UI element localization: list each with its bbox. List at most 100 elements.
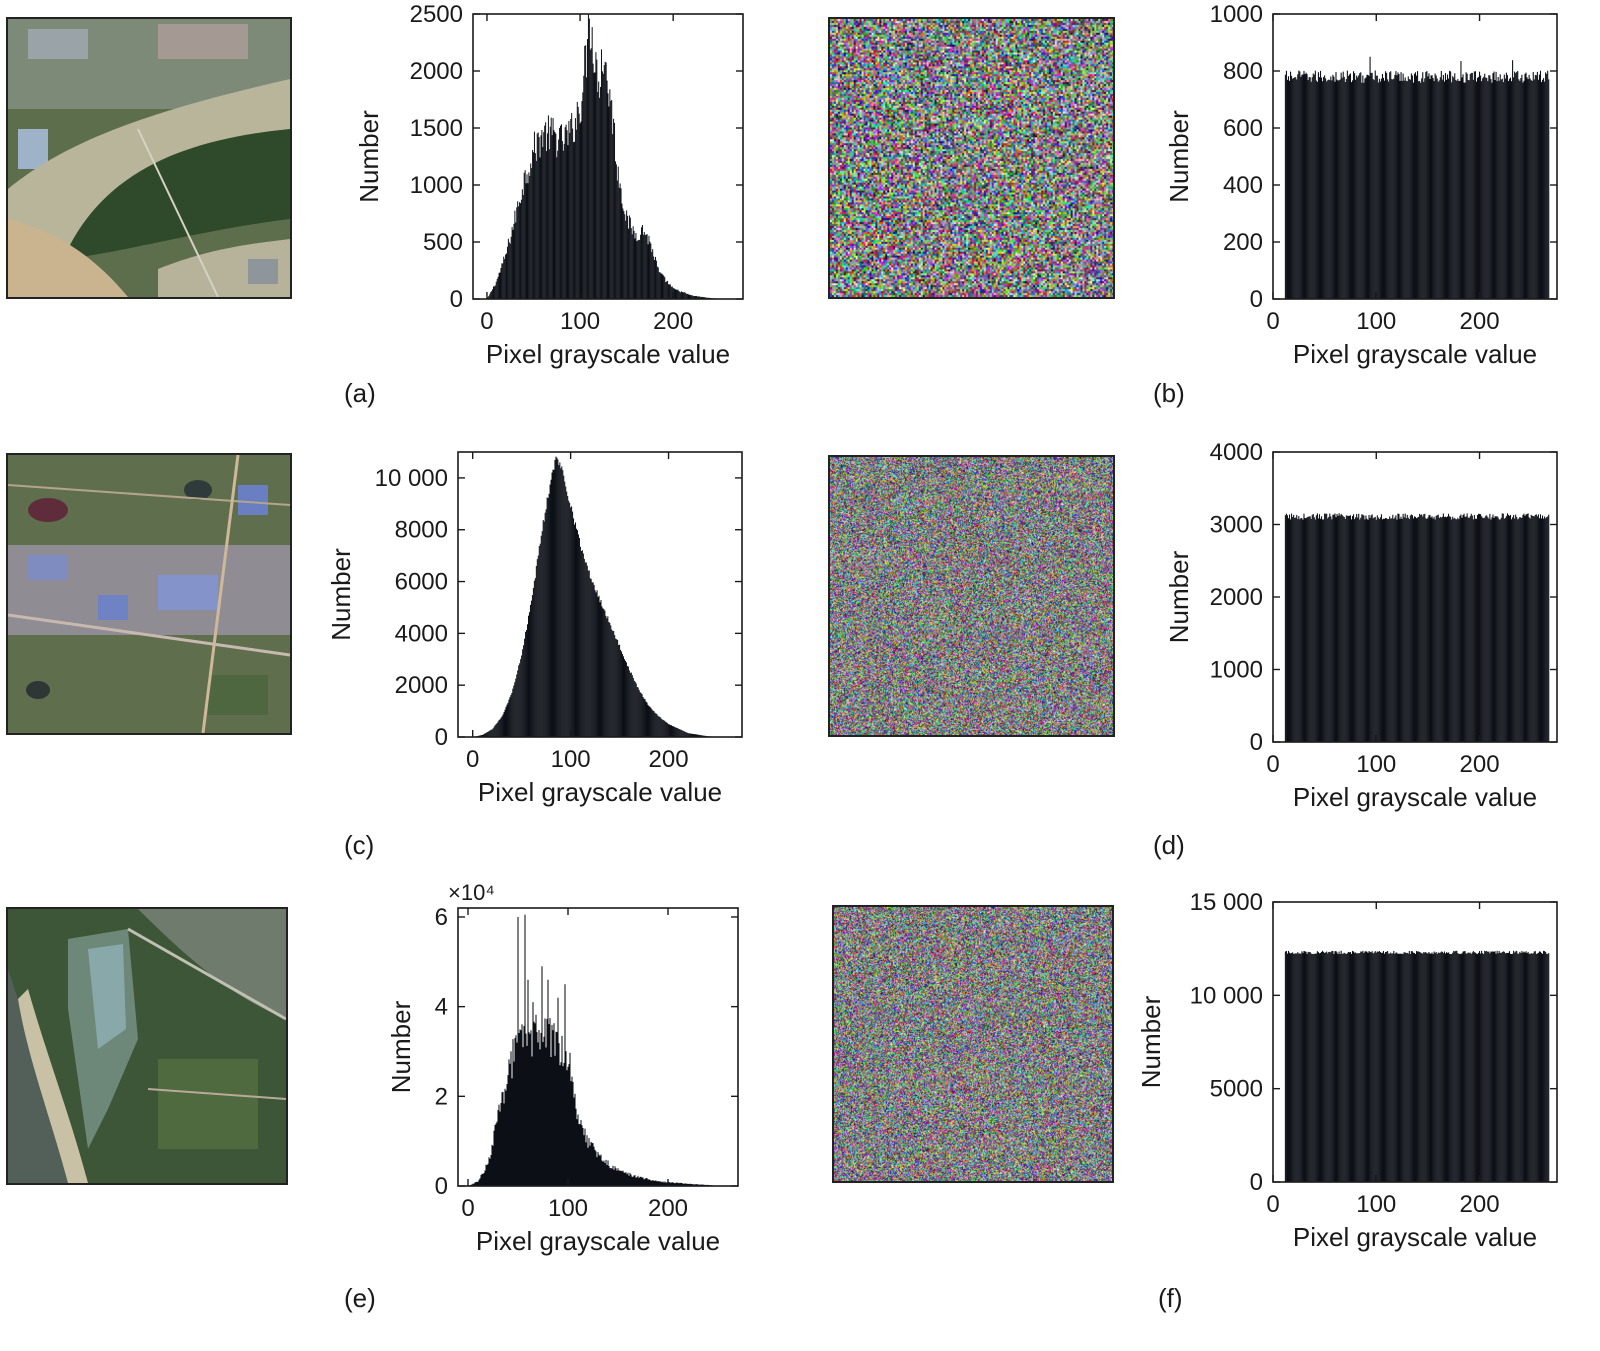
histogram-bar <box>1485 951 1487 1182</box>
x-tick-label: 100 <box>1356 1191 1396 1218</box>
histogram-bar <box>485 1164 487 1186</box>
histogram-bar <box>677 289 679 299</box>
histogram-bar <box>610 100 612 299</box>
histogram-bar <box>672 726 674 737</box>
histogram-bar <box>1406 81 1408 299</box>
histogram-bar <box>1412 82 1414 300</box>
histogram-bar <box>631 675 633 737</box>
histogram-bar <box>1360 517 1362 742</box>
histogram-bar <box>498 1104 500 1186</box>
histogram-bar <box>634 238 636 299</box>
histogram-bar <box>501 263 503 299</box>
histogram-bar <box>554 459 556 737</box>
histogram-bar <box>1453 518 1455 742</box>
histogram-bar <box>697 734 699 737</box>
histogram-bar <box>1460 61 1462 300</box>
histogram-bar <box>677 1182 679 1186</box>
histogram-bar <box>538 137 540 299</box>
histogram-bar <box>562 150 564 299</box>
histogram-bar <box>530 600 532 737</box>
histogram-bar <box>1347 951 1349 1182</box>
histogram-bar <box>600 49 602 300</box>
histogram-bar <box>1507 514 1510 742</box>
y-tick-label: 3000 <box>1210 512 1263 539</box>
histogram-bar <box>1459 80 1461 300</box>
histogram-bar <box>1310 953 1312 1182</box>
histogram-bar <box>1420 952 1422 1182</box>
histogram-bar <box>529 1033 531 1186</box>
histogram-bar <box>521 189 523 299</box>
histogram-bar <box>506 704 508 737</box>
histogram-bar <box>1502 513 1504 742</box>
histogram-bar <box>1404 77 1406 299</box>
y-tick-label: 200 <box>1223 229 1263 256</box>
histogram-bar <box>1490 519 1492 742</box>
histogram-bar <box>1322 519 1324 742</box>
histogram-bar <box>488 1157 490 1186</box>
histogram-bar <box>1349 952 1351 1182</box>
histogram-bar <box>659 1181 661 1186</box>
histogram-bar <box>574 118 576 300</box>
histogram-bar <box>1291 75 1293 300</box>
histogram-bar <box>1292 78 1294 300</box>
histogram-bar <box>1350 519 1353 742</box>
histogram-bar <box>556 1032 558 1186</box>
y-tick-label: 600 <box>1223 115 1263 142</box>
satellite-coast-icon <box>8 909 286 1183</box>
histogram-bar <box>1399 518 1401 742</box>
histogram-bar <box>1470 72 1472 299</box>
histogram-bar <box>680 1183 682 1186</box>
histogram-bar <box>1304 518 1306 742</box>
histogram-bar <box>1453 77 1455 300</box>
histogram-bar <box>567 1066 569 1186</box>
histogram-bar <box>1489 953 1491 1182</box>
histogram-bar <box>554 1055 556 1186</box>
histogram-bar <box>1378 78 1380 299</box>
histogram-bar <box>500 717 502 737</box>
histogram-bar <box>1446 516 1449 742</box>
histogram-bar <box>1541 953 1544 1182</box>
x-tick-label: 100 <box>1356 308 1396 335</box>
histogram-bar <box>563 143 565 299</box>
histogram-bar <box>629 672 631 737</box>
histogram-bar <box>477 1181 479 1186</box>
histogram-bar <box>473 1183 475 1186</box>
bars <box>487 14 724 300</box>
histogram-bar <box>690 295 692 299</box>
histogram-bar <box>1298 516 1300 742</box>
histogram-bar <box>1356 75 1358 300</box>
histogram-bar <box>1486 515 1488 742</box>
histogram-bar <box>1499 74 1501 299</box>
histogram-bar <box>1481 81 1483 300</box>
histogram-bar <box>566 130 568 299</box>
histogram-bar <box>511 227 513 299</box>
histogram-bar <box>1477 952 1480 1182</box>
histogram-bar <box>557 150 559 299</box>
histogram-bar <box>480 1175 482 1186</box>
histogram-bar <box>623 211 625 299</box>
histogram-bar <box>1336 79 1338 300</box>
histogram-bar <box>1430 75 1432 300</box>
histogram-bar <box>1371 951 1373 1182</box>
histogram-bar <box>605 62 607 299</box>
histogram-bar <box>1496 81 1498 299</box>
histogram-bar <box>1331 519 1333 742</box>
histogram-bar <box>684 1183 686 1186</box>
histogram-bar <box>619 183 621 299</box>
histogram-bar <box>1480 953 1482 1182</box>
histogram-bar <box>559 1065 561 1186</box>
histogram-bar <box>1475 953 1477 1182</box>
histogram-bar <box>664 1181 666 1186</box>
histogram-bar <box>606 80 608 299</box>
histogram-bar <box>1320 951 1323 1182</box>
histogram-bar <box>1469 952 1471 1182</box>
histogram-bar <box>620 649 622 737</box>
histogram-bar <box>1291 952 1293 1182</box>
histogram-bar <box>626 1174 628 1186</box>
histogram-bar <box>620 1170 622 1186</box>
histogram-bar <box>540 535 542 737</box>
histogram-bar <box>484 733 486 737</box>
histogram-bar <box>616 1170 618 1186</box>
histogram-bar <box>1456 950 1458 1182</box>
histogram-bar <box>1538 74 1540 300</box>
